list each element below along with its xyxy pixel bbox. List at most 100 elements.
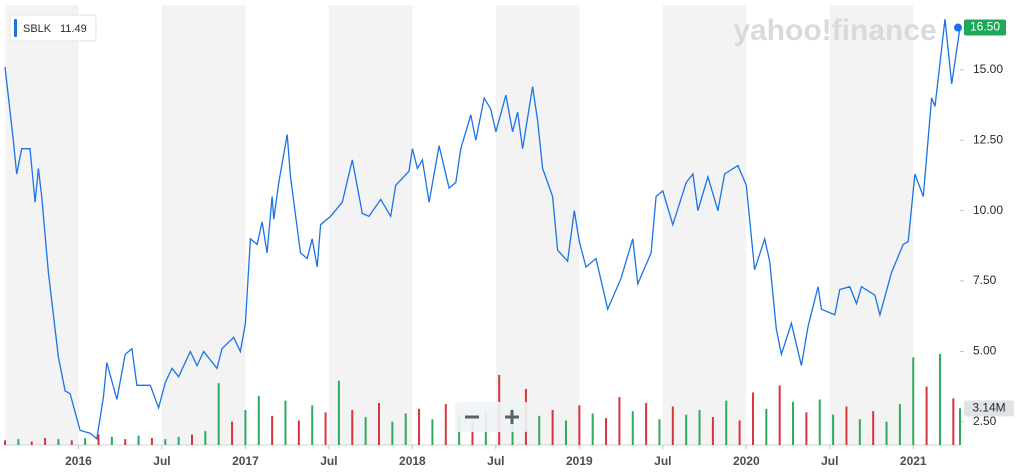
volume-bar [57,439,60,445]
volume-bar [671,406,674,445]
volume-bar [337,380,340,445]
x-tick-label: 2021 [900,454,927,468]
volume-bar [351,409,354,445]
volume-bar [631,411,634,445]
legend-symbol: SBLK [23,23,52,35]
volume-bar [925,386,928,445]
volume-bar [832,414,835,445]
volume-bar [538,415,541,445]
volume-bar [685,414,688,445]
x-tick-label: 2019 [566,454,593,468]
volume-bar [271,415,274,445]
volume-bar [177,436,180,445]
y-tick-label: 12.50 [973,132,1003,146]
volume-bar [805,412,808,445]
band [161,5,246,445]
volume-bar [431,419,434,445]
x-tick-label: 2016 [65,454,92,468]
volume-bar [204,430,207,445]
volume-bar [952,398,955,445]
volume-bar [858,419,861,445]
volume-bar [110,436,113,445]
volume-bar [217,383,220,445]
price-plot [4,19,962,441]
volume-bar [297,420,300,445]
volume-bar [190,434,193,445]
band [5,5,79,445]
volume-bar [751,392,754,445]
watermark: yahoo!finance [733,14,936,47]
x-tick-label: 2017 [232,454,259,468]
volume-bar [564,420,567,445]
zoom-box [455,402,529,432]
volume-bar [578,405,581,445]
volume-bar [404,413,407,445]
current-price-label: 16.50 [970,20,1000,34]
x-tick-label: Jul [153,454,170,468]
current-volume-box [964,400,1014,417]
volume-bar [150,437,153,445]
y-tick-label: 10.00 [973,203,1003,217]
volume-bar [311,405,314,445]
volume-bar [778,385,781,445]
x-tick-label: Jul [320,454,337,468]
volume-bar [738,420,741,445]
band [328,5,413,445]
legend-box [9,14,97,42]
volume-bar [645,402,648,445]
y-tick-label: 15.00 [973,62,1003,76]
x-tick-label: Jul [654,454,671,468]
volume-bar [591,413,594,445]
volume-bar [898,404,901,445]
volume-bar [257,395,260,445]
volume-bar [231,421,234,445]
volume-bar [17,439,20,445]
y-tick-label: 5.00 [973,344,997,358]
volume-bar [70,440,73,445]
volume-bar [84,437,87,445]
volume-bar [792,401,795,445]
volume-bar [551,409,554,445]
volume-bar [4,440,6,445]
current-price-dot [954,23,962,32]
volume-bar [912,357,915,445]
price-line [4,19,961,441]
volume-bar [97,434,100,445]
volume-bar [324,412,327,445]
volume-bar [364,416,367,445]
band [495,5,580,445]
band [662,5,747,445]
x-tick-label: Jul [487,454,504,468]
volume-bar [137,435,140,445]
y-tick-label: 7.50 [973,273,997,287]
volume-bar [30,441,33,445]
volume-bar [872,411,875,445]
volume-bar [444,404,447,445]
legend: SBLK 11.49 [9,14,97,42]
current-volume-label: 3.14M [972,401,1005,415]
current-price-box [964,19,1006,36]
volume-bar [711,416,714,445]
x-tick-label: 2018 [399,454,426,468]
volume-bar [618,397,621,445]
volume-bar [698,409,701,445]
legend-value: 11.49 [60,23,87,35]
volume-bar [44,437,47,445]
volume-bar [938,353,941,445]
volume-bar [959,408,961,445]
volume-bar [164,439,167,445]
volume-bar [885,421,888,445]
background-bands [5,5,964,449]
volume-bar [725,400,728,445]
zoom-controls[interactable] [455,402,529,432]
band [829,5,914,445]
volume-bar [418,408,421,445]
volume-bar [124,439,127,445]
volume-bar [818,399,821,445]
volume-bar [391,421,394,445]
y-tick-label: 2.50 [973,414,997,428]
volume-bar [605,418,608,445]
volume-bar [244,409,247,445]
volume-bar [284,400,287,445]
